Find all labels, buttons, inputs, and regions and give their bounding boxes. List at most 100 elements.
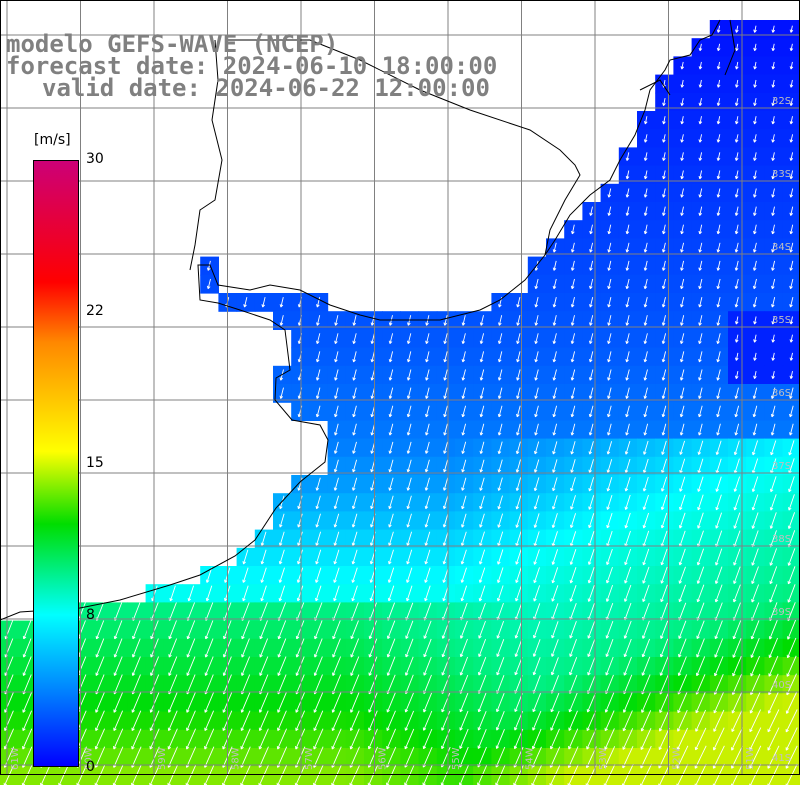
wind-arrow — [516, 387, 521, 399]
wind-arrow — [534, 296, 539, 308]
wind-arrow — [514, 639, 523, 657]
wind-arrow — [642, 566, 650, 584]
wind-arrow — [204, 656, 214, 676]
wind-arrow — [131, 728, 142, 750]
wind-arrow — [643, 188, 648, 198]
wind-arrow — [643, 440, 649, 455]
wind-arrow — [477, 692, 487, 713]
wind-arrow — [404, 692, 414, 713]
wind-arrow — [788, 476, 795, 493]
wind-arrow — [278, 585, 286, 602]
lon-label: 59W — [157, 747, 168, 770]
wind-arrow — [404, 728, 415, 750]
wind-arrow — [696, 548, 705, 566]
wind-arrow — [607, 333, 612, 345]
wind-arrow — [625, 315, 630, 326]
wind-arrow — [406, 333, 412, 345]
wind-arrow — [386, 638, 396, 658]
wind-arrow — [603, 764, 616, 787]
wind-arrow — [113, 710, 124, 732]
wind-arrow — [461, 513, 467, 528]
wind-arrow — [497, 567, 504, 584]
wind-arrow — [789, 61, 794, 70]
wind-arrow — [425, 333, 430, 345]
wind-arrow — [425, 423, 430, 436]
wind-arrow — [643, 333, 648, 345]
wind-arrow — [352, 369, 357, 381]
wind-arrow — [388, 459, 394, 473]
wind-arrow — [386, 692, 396, 713]
wind-arrow — [533, 477, 540, 492]
wind-arrow — [769, 476, 777, 493]
wind-arrow — [751, 512, 759, 529]
wind-arrow — [315, 495, 321, 510]
wind-arrow — [386, 728, 397, 750]
wind-arrow — [570, 459, 576, 473]
wind-arrow — [295, 620, 305, 640]
wind-arrow — [204, 620, 214, 640]
wind-arrow — [533, 441, 540, 455]
wind-arrow — [422, 728, 433, 750]
wind-arrow — [679, 405, 685, 418]
wind-arrow — [352, 423, 357, 436]
lat-label: 40S — [772, 680, 791, 691]
wind-arrow — [698, 369, 703, 381]
wind-arrow — [186, 638, 196, 658]
wind-arrow — [569, 513, 577, 529]
lat-label: 37S — [772, 461, 791, 472]
wind-arrow — [604, 692, 615, 713]
wind-arrow — [534, 387, 539, 399]
wind-arrow — [713, 691, 725, 714]
wind-arrow — [716, 296, 721, 308]
wind-arrow — [550, 692, 560, 713]
wind-arrow — [750, 620, 760, 640]
wind-arrow — [349, 764, 361, 787]
wind-arrow — [716, 25, 721, 33]
wind-arrow — [587, 567, 595, 584]
wind-arrow — [259, 656, 269, 676]
wind-arrow — [731, 691, 743, 714]
wind-arrow — [734, 98, 739, 106]
wind-arrow — [769, 584, 778, 603]
wind-arrow — [552, 333, 557, 345]
wind-arrow — [716, 315, 721, 326]
wind-arrow — [607, 206, 612, 216]
wind-arrow — [406, 567, 413, 583]
wind-arrow — [695, 656, 706, 677]
wind-arrow — [569, 639, 577, 657]
wind-arrow — [370, 315, 375, 326]
wind-arrow — [771, 224, 775, 235]
wind-arrow — [568, 728, 579, 750]
wind-arrow — [552, 260, 557, 271]
wind-arrow — [588, 513, 595, 529]
wind-arrow — [461, 495, 467, 510]
wind-arrow — [789, 152, 794, 161]
wind-arrow — [550, 710, 560, 731]
wind-arrow — [169, 585, 176, 602]
wind-arrow — [662, 170, 666, 180]
wind-arrow — [588, 441, 594, 455]
wind-arrow — [751, 584, 760, 603]
wind-arrow — [714, 620, 723, 640]
wind-arrow — [771, 170, 775, 180]
wind-arrow — [698, 98, 703, 106]
wind-arrow — [606, 459, 613, 473]
wind-arrow — [258, 710, 269, 732]
wind-arrow — [534, 351, 539, 363]
wind-arrow — [387, 585, 395, 602]
wind-arrow — [698, 224, 703, 235]
wind-arrow — [423, 638, 432, 658]
wind-arrow — [368, 620, 378, 640]
wind-arrow — [588, 333, 594, 345]
wind-arrow — [334, 369, 339, 381]
wind-arrow — [424, 441, 430, 454]
wind-arrow — [767, 709, 780, 733]
wind-arrow — [370, 351, 375, 363]
wind-arrow — [641, 620, 650, 639]
wind-arrow — [440, 764, 451, 786]
wind-arrow — [643, 206, 648, 216]
wind-arrow — [334, 351, 339, 363]
wind-arrow — [350, 620, 359, 640]
wind-arrow — [313, 692, 324, 713]
wind-arrow — [643, 242, 648, 253]
